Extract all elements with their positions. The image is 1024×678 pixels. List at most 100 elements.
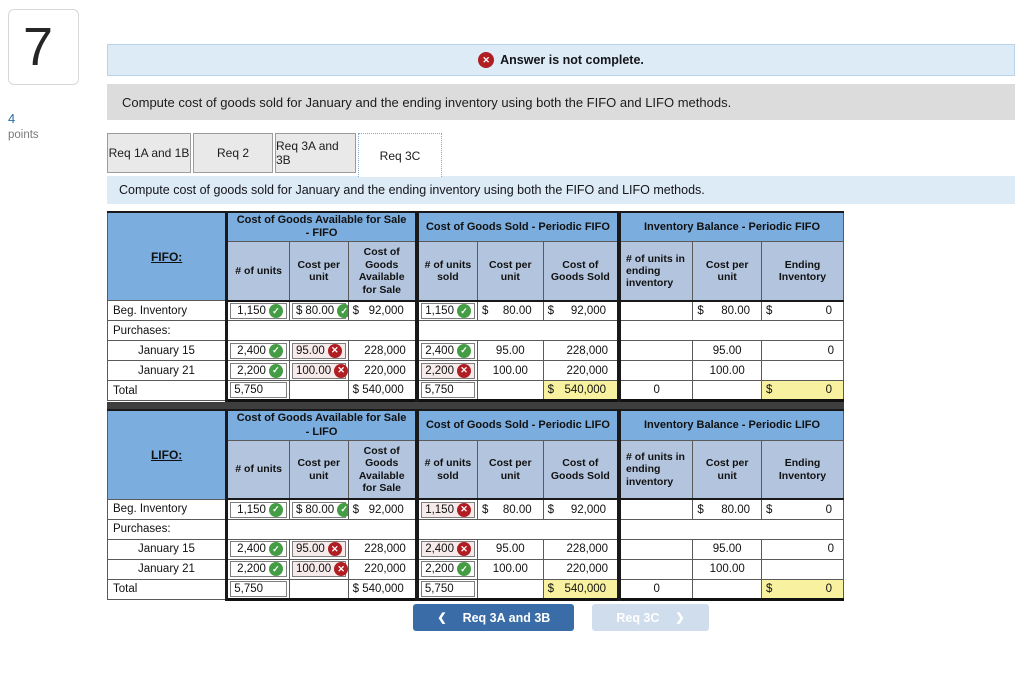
tab-req-2[interactable]: Req 2 <box>193 133 273 173</box>
tables-area: FIFO: Cost of Goods Available for Sale - … <box>106 211 845 601</box>
correct-icon: ✓ <box>268 363 283 378</box>
cell-value: 2,200 <box>425 364 454 377</box>
answer-input[interactable]: 2,400 ✓ <box>230 541 287 558</box>
dollar-sign: $ <box>352 384 359 397</box>
incorrect-icon: ✕ <box>456 363 471 378</box>
answer-input[interactable]: 2,400 ✕ <box>420 541 475 558</box>
empty-cell <box>618 340 694 362</box>
empty-cell <box>618 300 694 322</box>
empty-cell <box>692 578 763 601</box>
cell-value: 2,200 <box>425 563 454 576</box>
cell-value: 540,000 <box>362 384 404 397</box>
answer-input[interactable]: 5,750 <box>230 382 287 398</box>
value-cell: $0 <box>761 300 844 322</box>
dollar-sign: $ <box>766 503 773 516</box>
answer-input[interactable]: 2,200 ✓ <box>420 561 475 578</box>
correct-icon: ✓ <box>268 502 283 517</box>
answer-input[interactable]: $80.00 ✓ <box>291 303 348 320</box>
answer-cell: 2,200 ✕ <box>416 360 478 382</box>
value-cell: 228,000 <box>347 340 419 362</box>
answer-input[interactable]: $80.00 ✓ <box>291 501 348 518</box>
incorrect-icon: ✕ <box>334 562 348 577</box>
group-header-row: FIFO: Cost of Goods Available for Sale - … <box>106 211 845 302</box>
answer-cell: 2,400 ✓ <box>226 538 290 560</box>
answer-input[interactable]: 1,150 ✓ <box>230 303 287 320</box>
answer-input[interactable]: 1,150 ✕ <box>420 501 475 518</box>
tab-req-1a-and-1b[interactable]: Req 1A and 1B <box>107 133 191 173</box>
table-method-label: LIFO: <box>106 409 229 500</box>
correct-icon: ✓ <box>337 502 348 517</box>
dollar-sign: $ <box>295 305 303 318</box>
cell-value: 1,150 <box>425 503 454 516</box>
cell-value: 95.00 <box>295 344 325 357</box>
answer-input[interactable]: 1,150 ✓ <box>420 303 475 320</box>
answer-cell: 1,150 ✓ <box>416 300 478 322</box>
incorrect-icon: ✕ <box>334 363 348 378</box>
answer-input[interactable]: 2,200 ✓ <box>230 561 287 578</box>
answer-input[interactable]: 5,750 <box>420 382 475 398</box>
answer-cell: 95.00 ✕ <box>288 340 349 362</box>
table-row: Total 5,750 $540,000 5,750 $540,000 0 $0 <box>106 578 844 601</box>
cell-value: 2,200 <box>237 364 266 377</box>
question-number: 7 <box>23 17 54 77</box>
answer-input[interactable]: 2,200 ✓ <box>230 362 287 379</box>
column-header: # of units sold <box>416 241 478 302</box>
column-header: Cost of Goods Available for Sale <box>347 241 419 302</box>
column-header: # of units sold <box>416 439 478 501</box>
dollar-sign: $ <box>697 503 704 516</box>
tab-req-3c[interactable]: Req 3C <box>358 133 442 177</box>
chevron-right-icon: ❯ <box>675 612 685 624</box>
table-row: January 21 2,200 ✓ 100.00 ✕ 220,000 2,200 ✓ 100.… <box>106 558 844 580</box>
column-header: # of units <box>226 241 290 302</box>
cell-value: 5,750 <box>424 384 454 397</box>
answer-input[interactable]: 2,200 ✕ <box>420 362 475 379</box>
column-header-row: # of units Cost per unit Cost of Goods Ava… <box>108 241 844 302</box>
cell-value: 0 <box>825 384 832 397</box>
tab-req-3a-and-3b[interactable]: Req 3A and 3B <box>275 133 356 173</box>
correct-icon: ✓ <box>268 542 283 557</box>
empty-cell <box>618 518 845 540</box>
dollar-sign: $ <box>481 305 489 318</box>
answer-input[interactable]: 95.00 ✕ <box>291 541 346 558</box>
answer-cell: $80.00 ✓ <box>288 498 349 520</box>
error-icon: ✕ <box>478 52 495 68</box>
value-cell: $0 <box>761 380 844 403</box>
incorrect-icon: ✕ <box>327 343 342 358</box>
answer-input[interactable]: 100.00 ✕ <box>291 362 348 379</box>
next-req-button[interactable]: Req 3C ❯ <box>592 604 709 631</box>
cell-value: 1,150 <box>237 305 266 318</box>
dollar-sign: $ <box>766 305 773 318</box>
value-cell: 0 <box>761 538 844 560</box>
answer-input[interactable]: 5,750 <box>420 580 475 597</box>
value-cell: 220,000 <box>347 558 419 580</box>
empty-cell <box>761 558 844 580</box>
empty-cell <box>476 380 544 403</box>
group-header: Cost of Goods Available for Sale - FIFO <box>226 211 419 243</box>
column-header: Cost of Goods Sold <box>542 241 622 302</box>
alert-text: Answer is not complete. <box>500 53 644 67</box>
cell-value: 0 <box>825 582 832 595</box>
answer-input[interactable]: 2,400 ✓ <box>420 342 475 359</box>
tab-instruction-bar: Compute cost of goods sold for January a… <box>107 176 1015 204</box>
answer-input[interactable]: 2,400 ✓ <box>230 342 287 359</box>
cell-value: 80.00 <box>721 503 751 516</box>
value-cell: 95.00 <box>692 538 763 560</box>
answer-input[interactable]: 1,150 ✓ <box>230 501 287 518</box>
value-cell: 228,000 <box>542 340 622 362</box>
dollar-sign: $ <box>547 305 555 318</box>
answer-input[interactable]: 100.00 ✕ <box>291 561 348 578</box>
table-row: Beg. Inventory 1,150 ✓ $80.00 ✓ $92,000 1,150 ✓… <box>106 300 844 322</box>
empty-cell <box>618 320 845 342</box>
value-cell: $540,000 <box>542 380 622 403</box>
answer-input[interactable]: 5,750 <box>230 580 287 597</box>
value-cell: 220,000 <box>542 558 622 580</box>
column-header: Cost of Goods Available for Sale <box>347 439 419 501</box>
points-indicator: 4 points <box>8 111 39 141</box>
answer-input[interactable]: 95.00 ✕ <box>291 342 346 359</box>
dollar-sign: $ <box>547 582 555 595</box>
column-header: # of units in ending inventory <box>618 241 694 302</box>
cell-value: 80.00 <box>721 305 751 318</box>
points-label: points <box>8 129 39 141</box>
prev-req-button[interactable]: ❮ Req 3A and 3B <box>413 604 575 631</box>
value-cell: 100.00 <box>692 558 763 580</box>
